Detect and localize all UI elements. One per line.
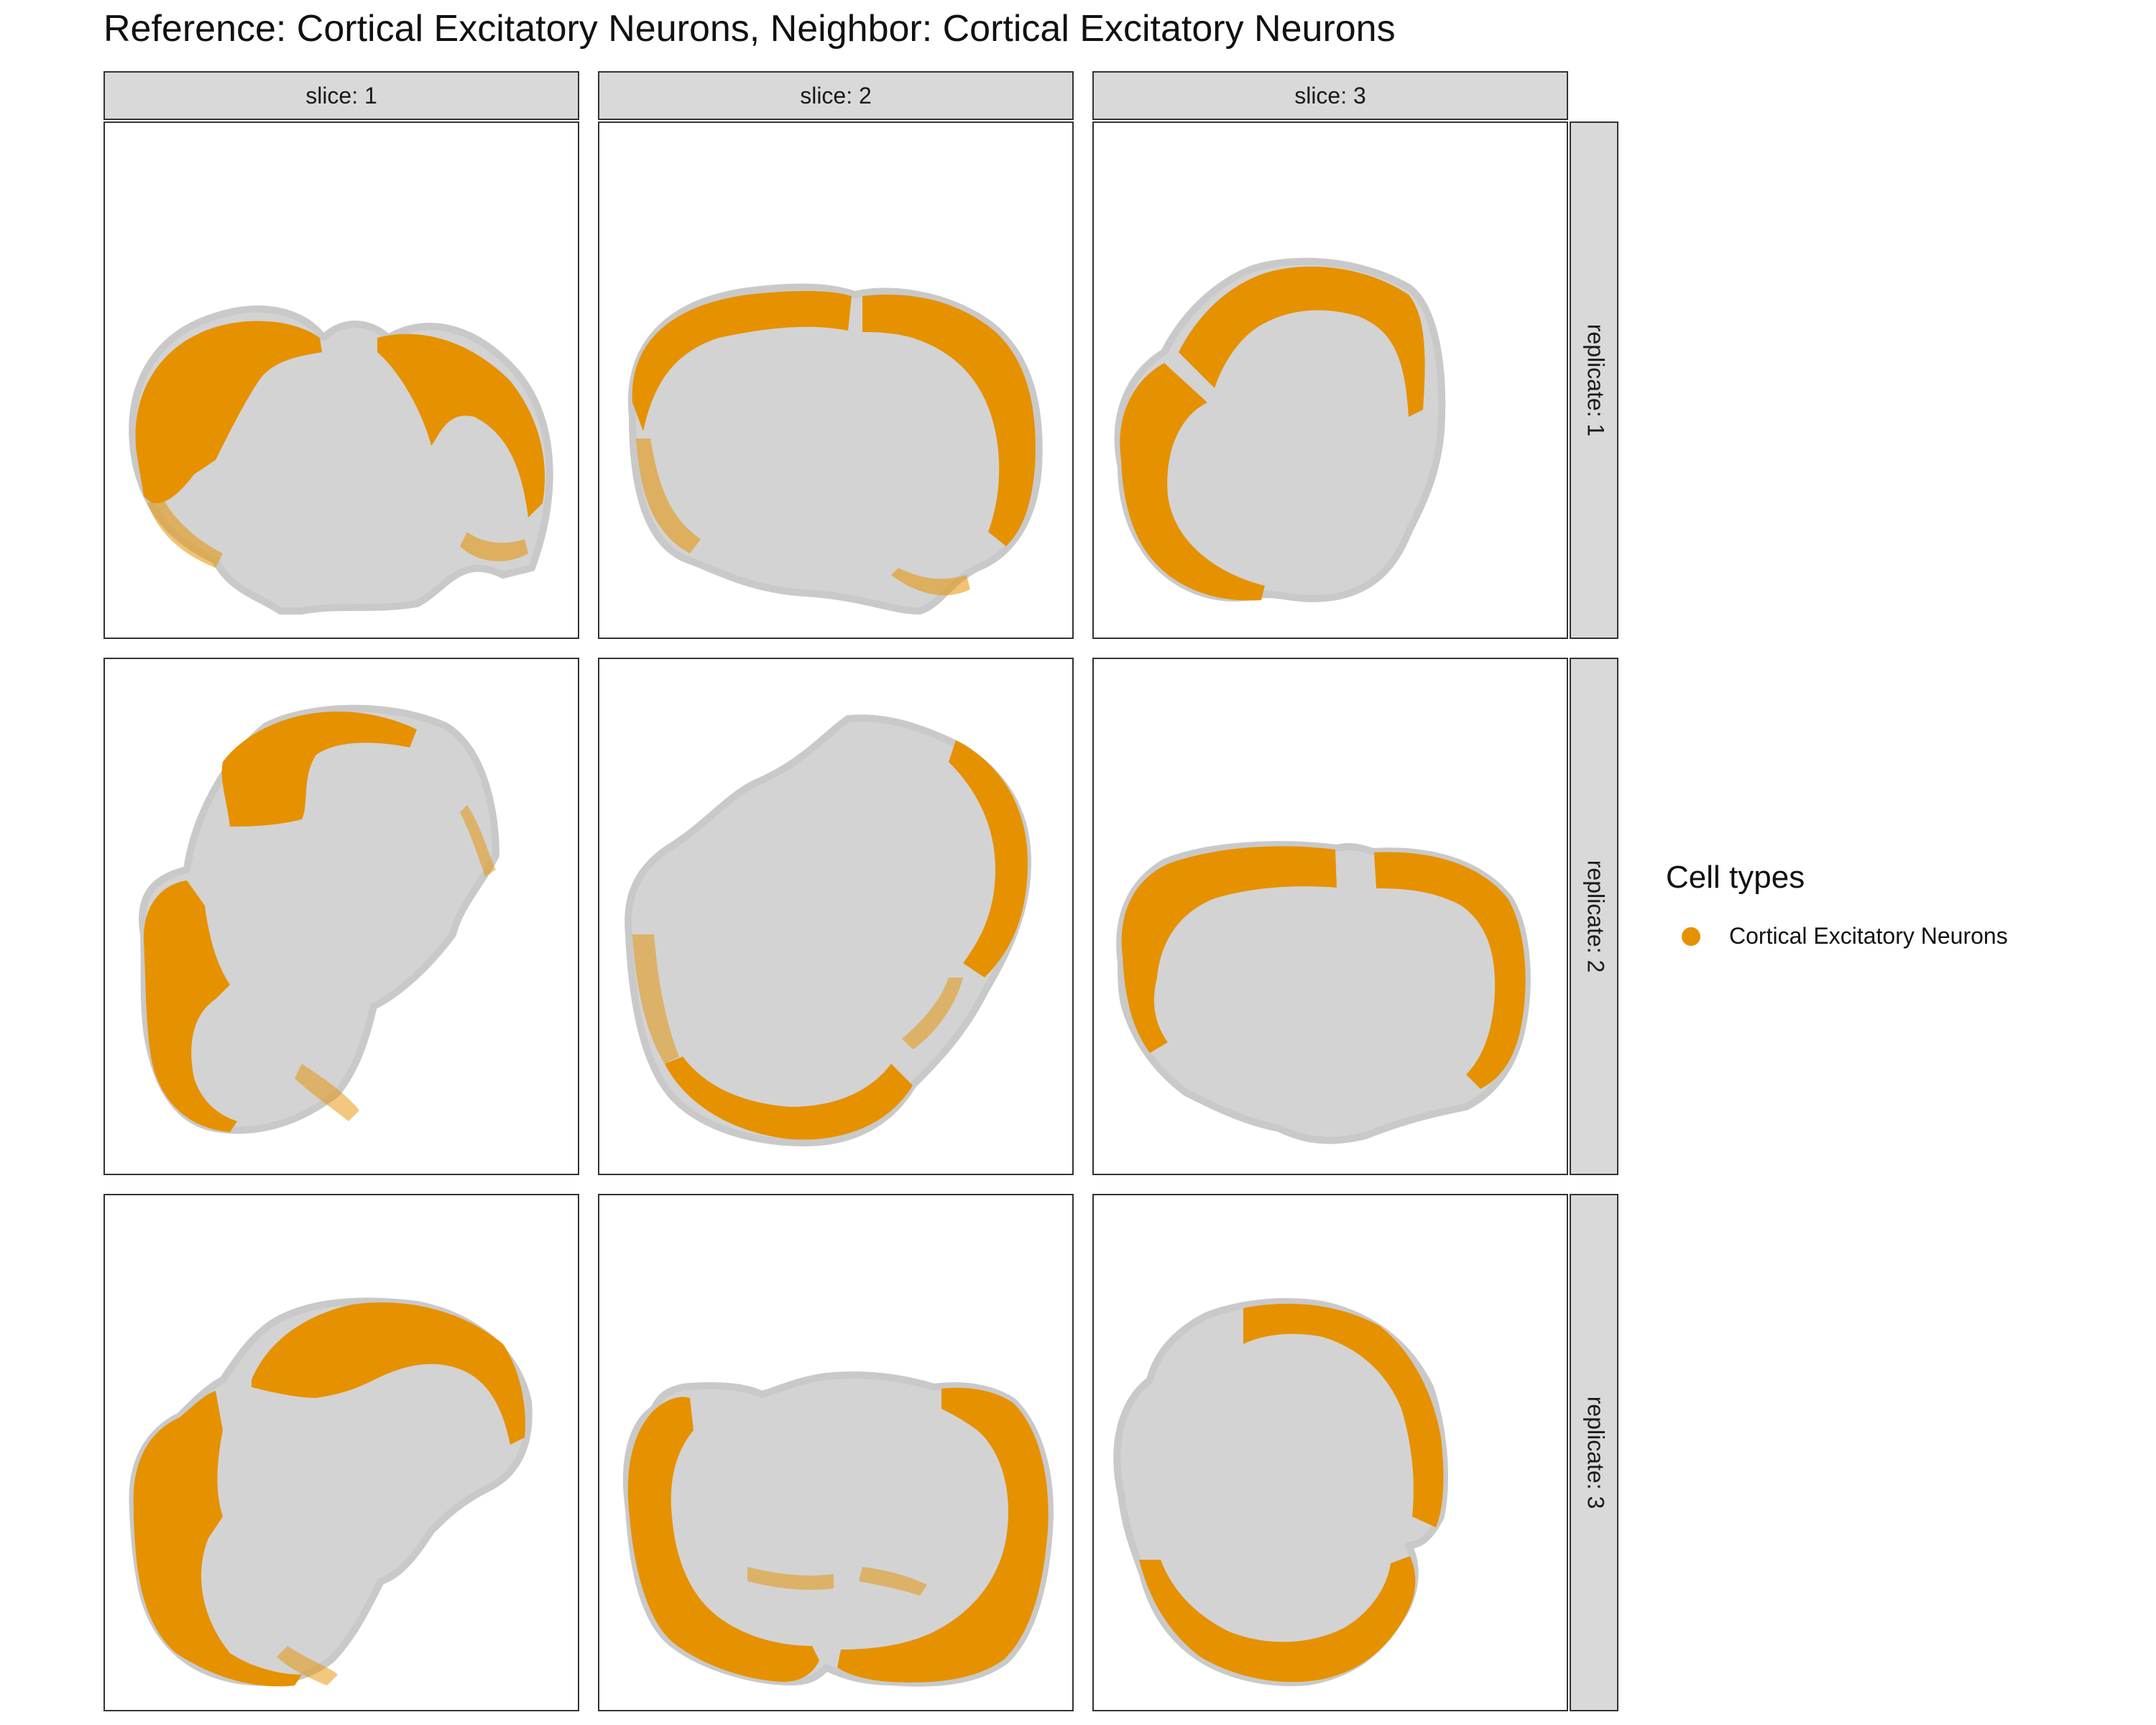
row-strip-label-replicate-1: replicate: 1 [1583, 324, 1609, 437]
cortex-cells-sparse [277, 1646, 338, 1685]
cortex-cells [949, 740, 1028, 978]
panel-replicate-2-slice-3 [1092, 658, 1568, 1175]
cortex-cells [143, 880, 237, 1132]
cortex-cells-sparse [147, 496, 528, 568]
column-strip-label-slice-3: slice: 3 [1294, 83, 1366, 109]
tissue-section [1116, 841, 1531, 1144]
panel-replicate-2-slice-1 [103, 658, 579, 1175]
panel-replicate-3-slice-2 [598, 1194, 1074, 1711]
cortex-cells [135, 321, 322, 503]
cortex-cells [1243, 1303, 1444, 1527]
cortex-cells [1179, 266, 1425, 417]
row-strip-label-replicate-2: replicate: 2 [1583, 860, 1609, 973]
cortex-cells-sparse [636, 438, 970, 596]
legend: Cell types Cortical Excitatory Neurons [1666, 860, 2008, 949]
cortex-cells [1374, 852, 1526, 1089]
cortex-cells [632, 290, 852, 431]
cortex-cells [221, 712, 417, 827]
cortex-cells [133, 1391, 302, 1687]
tissue-section [129, 1297, 533, 1686]
cortex-cells-sparse [632, 934, 963, 1064]
legend-key-dot [1682, 926, 1700, 946]
row-strip-replicate-3: replicate: 3 [1570, 1194, 1618, 1711]
cortex-cells [1120, 363, 1265, 601]
column-strip-label-slice-2: slice: 2 [800, 83, 872, 109]
panel-replicate-2-slice-2 [598, 658, 1074, 1175]
legend-entry-cortical-excitatory-neurons: Cortical Excitatory Neurons [1682, 923, 2008, 949]
cortex-cells [1139, 1556, 1416, 1683]
row-strip-replicate-1: replicate: 1 [1570, 121, 1618, 639]
cortex-cells-sparse [747, 1567, 927, 1596]
row-strip-label-replicate-3: replicate: 3 [1583, 1397, 1609, 1509]
cortex-cells [1121, 846, 1337, 1053]
cortex-cells [665, 1057, 913, 1140]
cortex-cells [837, 1387, 1049, 1683]
column-strip-slice-2: slice: 2 [598, 71, 1074, 120]
panel-replicate-1-slice-1 [103, 121, 579, 639]
column-strip-label-slice-1: slice: 1 [305, 83, 377, 109]
column-strip-slice-1: slice: 1 [103, 71, 579, 120]
panel-replicate-3-slice-3 [1092, 1194, 1568, 1711]
cortex-cells [252, 1302, 525, 1445]
panel-replicate-1-slice-3 [1092, 121, 1568, 639]
panel-replicate-3-slice-1 [103, 1194, 579, 1711]
row-strip-replicate-2: replicate: 2 [1570, 658, 1618, 1175]
legend-title: Cell types [1666, 860, 1805, 895]
tissue-section [627, 283, 1043, 615]
cortex-cells-sparse [295, 805, 496, 1121]
panel-replicate-1-slice-2 [598, 121, 1074, 639]
cortex-cells [627, 1397, 819, 1682]
cortex-cells [377, 334, 545, 518]
chart-title: Reference: Cortical Excitatory Neurons, … [103, 8, 1396, 50]
legend-label: Cortical Excitatory Neurons [1729, 923, 2008, 949]
cortex-cells [862, 294, 1036, 546]
column-strip-slice-3: slice: 3 [1092, 71, 1568, 120]
